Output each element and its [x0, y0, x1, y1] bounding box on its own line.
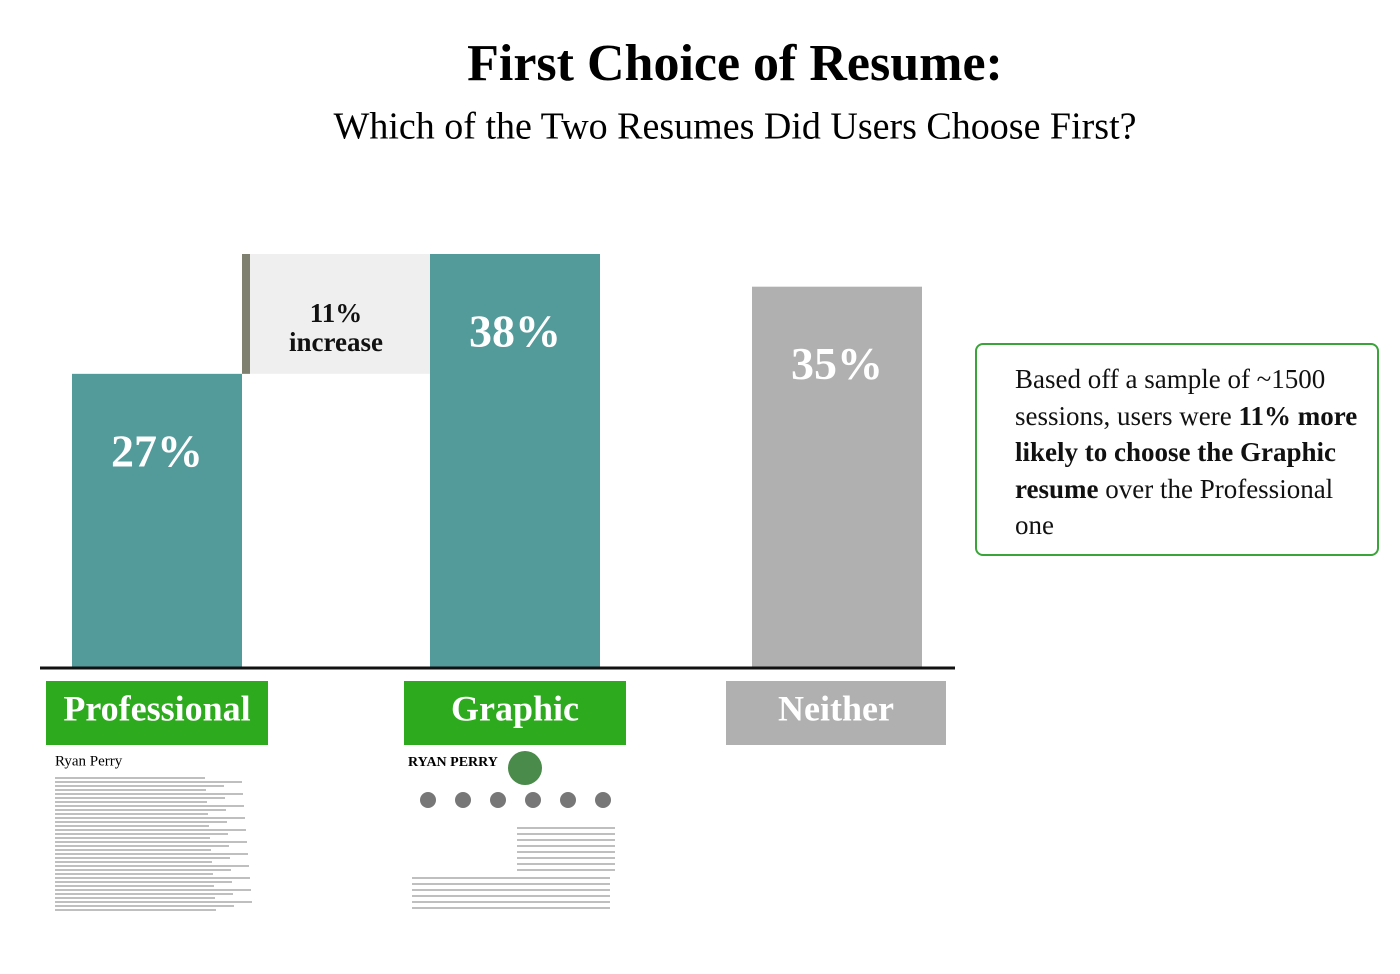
value-label: 35%	[791, 338, 883, 389]
skill-dot	[420, 792, 436, 808]
thumbnail	[48, 748, 266, 915]
resume-thumbnails: Ryan Perry RYAN PERRY	[48, 748, 625, 915]
bar	[752, 286, 922, 668]
skill-dot	[560, 792, 576, 808]
thumbnail-name: RYAN PERRY	[408, 755, 498, 770]
note-text: Based off a sample of ~1500 sessions, us…	[1015, 364, 1326, 431]
skill-dot	[455, 792, 471, 808]
thumbnail-name: Ryan Perry	[55, 753, 123, 769]
chart-subtitle: Which of the Two Resumes Did Users Choos…	[334, 106, 1137, 148]
avatar	[508, 751, 542, 785]
skill-dot	[595, 792, 611, 808]
note-box: Based off a sample of ~1500 sessions, us…	[975, 343, 1379, 556]
skill-dot	[525, 792, 541, 808]
category-box	[46, 681, 268, 745]
increase-edge	[242, 254, 250, 374]
x-tick-label: Graphic	[451, 688, 579, 728]
increase-label-box: 11% increase	[289, 299, 383, 357]
chart-title: First Choice of Resume:	[467, 35, 1003, 92]
category-box	[726, 681, 946, 745]
value-label: 38%	[469, 306, 561, 357]
note-text: over the Professional one	[1015, 473, 1334, 541]
category-box	[404, 681, 626, 745]
value-label: 27%	[111, 425, 203, 476]
bar	[430, 254, 600, 668]
note-text: 11% more likely to choose the Graphic re…	[1015, 400, 1358, 504]
increase-label: 11% increase	[289, 299, 383, 357]
bar	[72, 373, 242, 668]
x-tick-label: Professional	[63, 688, 250, 728]
skill-dot	[490, 792, 506, 808]
increase-bar	[242, 254, 430, 374]
x-tick-label: Neither	[778, 688, 894, 728]
